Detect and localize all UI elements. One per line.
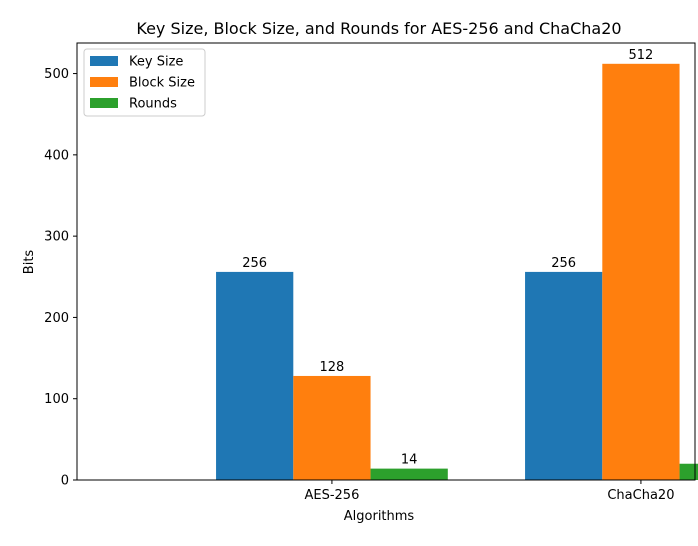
legend: Key Size Block Size Rounds <box>83 48 206 117</box>
legend-label-block-size: Block Size <box>129 76 195 91</box>
legend-swatch-block-size <box>90 77 118 87</box>
bar-key-size-aes-256 <box>216 271 294 480</box>
data-label-block-size-aes-256: 128 <box>320 360 345 375</box>
y-tick-label: 200 <box>44 311 69 326</box>
bar-rounds-chacha20 <box>679 463 698 480</box>
y-tick-label: 500 <box>44 67 69 82</box>
y-tick-label: 0 <box>61 474 69 489</box>
x-axis-label: Algorithms <box>344 509 415 524</box>
y-tick-label: 400 <box>44 148 69 163</box>
y-axis: 0 100 200 300 400 500 <box>44 67 77 489</box>
x-axis: AES-256 ChaCha20 <box>304 480 674 503</box>
legend-label-key-size: Key Size <box>129 55 183 70</box>
bar-rounds-aes-256 <box>370 468 448 480</box>
bar-block-size-chacha20 <box>602 63 680 481</box>
bar-block-size-aes-256 <box>293 375 371 480</box>
bars-group <box>216 63 698 481</box>
legend-label-rounds: Rounds <box>129 97 177 112</box>
data-label-rounds-aes-256: 14 <box>401 453 418 468</box>
plot-frame <box>76 42 696 481</box>
y-axis-label: Bits <box>22 250 37 275</box>
data-label-key-size-aes-256: 256 <box>242 256 267 271</box>
y-tick-label: 100 <box>44 392 69 407</box>
legend-swatch-key-size <box>90 56 118 66</box>
data-label-block-size-chacha20: 512 <box>629 48 654 63</box>
bar-key-size-chacha20 <box>525 271 603 480</box>
x-tick-label-chacha20: ChaCha20 <box>607 488 674 503</box>
legend-swatch-rounds <box>90 98 118 108</box>
data-labels-group: 2562561285121420 <box>242 48 654 468</box>
chart-title: Key Size, Block Size, and Rounds for AES… <box>136 19 621 38</box>
data-label-key-size-chacha20: 256 <box>551 256 576 271</box>
y-tick-label: 300 <box>44 230 69 245</box>
x-tick-label-aes-256: AES-256 <box>304 488 359 503</box>
